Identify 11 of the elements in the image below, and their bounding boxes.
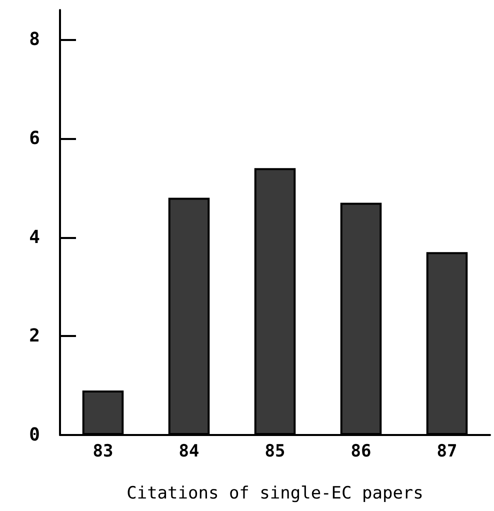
y-tick-label: 0 bbox=[29, 424, 40, 446]
x-tick-label: 87 bbox=[436, 442, 458, 462]
y-tick-label: 8 bbox=[29, 29, 40, 50]
x-tick-label: 85 bbox=[264, 442, 286, 462]
x-tick-label: 86 bbox=[350, 442, 372, 462]
x-axis-title: Citations of single-EC papers bbox=[126, 484, 424, 504]
y-tick-label: 4 bbox=[29, 226, 40, 248]
x-tick-label: 83 bbox=[92, 442, 114, 462]
x-tick-label: 84 bbox=[178, 442, 200, 462]
y-tick-label: 2 bbox=[29, 326, 40, 347]
y-tick-label: 6 bbox=[29, 128, 40, 149]
